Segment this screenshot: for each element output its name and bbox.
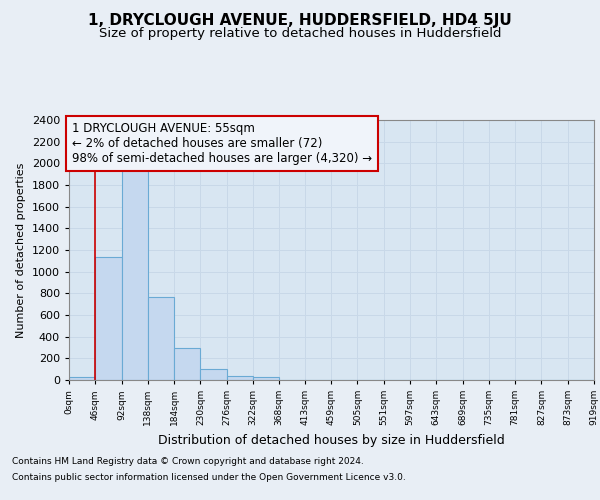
Text: 1 DRYCLOUGH AVENUE: 55sqm
← 2% of detached houses are smaller (72)
98% of semi-d: 1 DRYCLOUGH AVENUE: 55sqm ← 2% of detach… — [72, 122, 372, 165]
Text: Size of property relative to detached houses in Huddersfield: Size of property relative to detached ho… — [99, 28, 501, 40]
Text: Contains HM Land Registry data © Crown copyright and database right 2024.: Contains HM Land Registry data © Crown c… — [12, 458, 364, 466]
Bar — [200, 369, 227, 380]
Bar — [174, 348, 200, 380]
X-axis label: Distribution of detached houses by size in Huddersfield: Distribution of detached houses by size … — [158, 434, 505, 446]
Bar — [95, 256, 122, 380]
Bar — [253, 378, 279, 380]
Bar — [69, 377, 95, 380]
Y-axis label: Number of detached properties: Number of detached properties — [16, 162, 26, 338]
Text: Contains public sector information licensed under the Open Government Licence v3: Contains public sector information licen… — [12, 472, 406, 482]
Text: 1, DRYCLOUGH AVENUE, HUDDERSFIELD, HD4 5JU: 1, DRYCLOUGH AVENUE, HUDDERSFIELD, HD4 5… — [88, 12, 512, 28]
Bar — [122, 169, 148, 380]
Bar — [227, 376, 253, 380]
Bar — [148, 296, 174, 380]
